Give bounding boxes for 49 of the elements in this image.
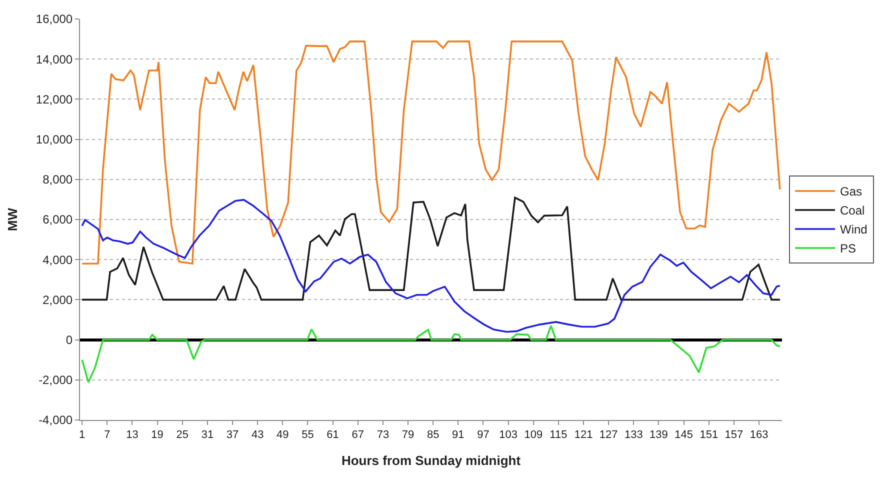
x-tick-label: 91 xyxy=(452,429,464,442)
x-tick-label: 163 xyxy=(750,429,768,442)
x-tick-label: 37 xyxy=(226,429,239,442)
x-tick-label: 73 xyxy=(376,429,390,442)
y-tick-label: -2,000 xyxy=(38,373,73,388)
x-tick-label: 55 xyxy=(302,429,314,442)
line-series xyxy=(81,324,781,384)
x-tick-label: 19 xyxy=(151,429,164,442)
x-tick-label: 139 xyxy=(650,429,668,442)
x-tick-label: 157 xyxy=(724,429,744,442)
x-tick-label: 103 xyxy=(499,429,518,442)
x-tick-label: 97 xyxy=(477,429,490,442)
x-tick-label: 109 xyxy=(524,429,543,442)
legend-label: Coal xyxy=(840,204,865,218)
legend-label: Gas xyxy=(840,184,862,199)
x-tick-label: 151 xyxy=(700,429,718,442)
y-tick-label: 16,000 xyxy=(36,12,73,26)
y-tick-label: 6,000 xyxy=(42,212,73,227)
y-tick-label: 14,000 xyxy=(36,52,73,66)
x-tick-label: 61 xyxy=(326,429,339,442)
y-tick-label: 0 xyxy=(66,333,73,347)
x-tick-label: 43 xyxy=(251,429,264,442)
x-tick-label: 133 xyxy=(624,429,643,442)
x-tick-label: 1 xyxy=(79,429,86,442)
y-tick-label: -4,000 xyxy=(38,413,73,428)
x-tick-label: 85 xyxy=(426,429,440,442)
x-tick-label: 115 xyxy=(550,429,568,442)
x-axis-title: Hours from Sunday midnight xyxy=(341,452,522,468)
legend-label: Wind xyxy=(840,222,868,237)
x-tick-label: 145 xyxy=(674,429,693,442)
x-tick-label: 25 xyxy=(176,429,189,442)
x-tick-label: 49 xyxy=(276,429,289,442)
x-tick-label: 13 xyxy=(126,429,138,442)
x-tick-label: 31 xyxy=(201,429,214,442)
legend-label: PS xyxy=(840,242,856,256)
x-tick-label: 121 xyxy=(574,429,593,442)
x-tick-label: 7 xyxy=(104,429,110,442)
x-tick-label: 67 xyxy=(352,429,364,442)
y-tick-label: 10,000 xyxy=(36,132,73,146)
line-series xyxy=(81,40,781,265)
y-tick-label: 4,000 xyxy=(42,252,73,267)
line-series xyxy=(81,196,781,301)
x-tick-label: 79 xyxy=(402,429,414,442)
line-series xyxy=(81,198,781,333)
x-tick-label: 127 xyxy=(599,429,618,442)
y-tick-label: 2,000 xyxy=(42,292,73,307)
y-axis-title: MW xyxy=(4,207,20,232)
y-tick-label: 8,000 xyxy=(42,172,73,187)
y-tick-label: 12,000 xyxy=(36,92,73,106)
